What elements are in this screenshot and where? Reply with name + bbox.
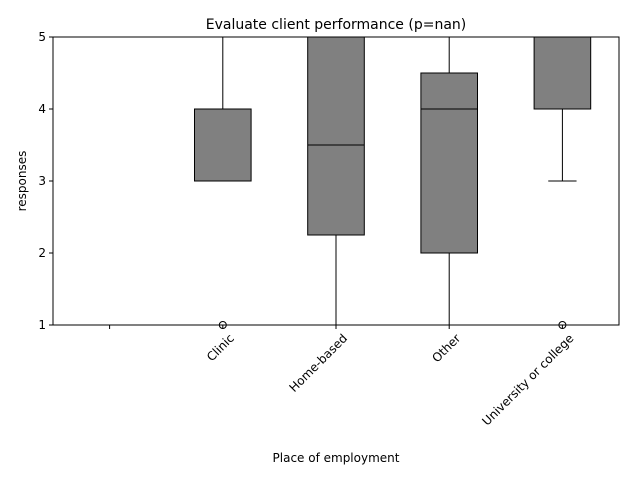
y-axis: 1 2 3 4 5 bbox=[38, 30, 53, 332]
chart-title: Evaluate client performance (p=nan) bbox=[206, 17, 466, 33]
x-tick-label: Home-based bbox=[286, 331, 350, 395]
box-iqr bbox=[194, 108, 252, 182]
y-axis-label: responses bbox=[15, 151, 29, 212]
x-tick-label: Clinic bbox=[204, 331, 237, 364]
box-iqr bbox=[533, 36, 592, 110]
y-tick-label: 3 bbox=[38, 174, 46, 188]
y-tick-label: 2 bbox=[38, 246, 46, 260]
x-axis-label: Place of employment bbox=[273, 451, 400, 465]
x-tick-label: Other bbox=[429, 331, 463, 365]
plot-area bbox=[194, 36, 592, 329]
x-tick-label: University or college bbox=[479, 331, 576, 428]
box-iqr bbox=[307, 36, 365, 236]
x-axis: Clinic Home-based Other University or colle… bbox=[109, 325, 577, 428]
box-iqr bbox=[420, 72, 478, 254]
y-tick-label: 5 bbox=[38, 30, 46, 44]
y-tick-label: 4 bbox=[38, 102, 46, 116]
y-tick-label: 1 bbox=[38, 318, 46, 332]
